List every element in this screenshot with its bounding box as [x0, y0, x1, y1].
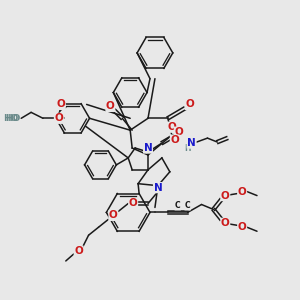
Text: N: N — [154, 183, 162, 193]
Text: C: C — [175, 201, 181, 210]
Text: H: H — [184, 143, 191, 152]
Text: O: O — [174, 127, 183, 137]
Text: O: O — [221, 190, 230, 201]
Text: N: N — [144, 143, 152, 153]
Text: O: O — [238, 187, 247, 196]
Text: O: O — [74, 246, 83, 256]
Text: O: O — [238, 222, 247, 232]
Text: O: O — [185, 99, 194, 110]
Text: O: O — [109, 210, 118, 220]
Text: O: O — [56, 99, 65, 110]
Text: N: N — [187, 138, 196, 148]
Text: O: O — [129, 199, 137, 208]
Text: C: C — [185, 201, 191, 210]
Text: O: O — [106, 101, 115, 111]
Text: HO: HO — [4, 114, 19, 123]
Text: O: O — [221, 218, 230, 228]
Text: O: O — [55, 113, 63, 123]
Text: O: O — [167, 122, 176, 132]
Text: O: O — [170, 135, 179, 145]
Text: HO: HO — [6, 114, 21, 123]
